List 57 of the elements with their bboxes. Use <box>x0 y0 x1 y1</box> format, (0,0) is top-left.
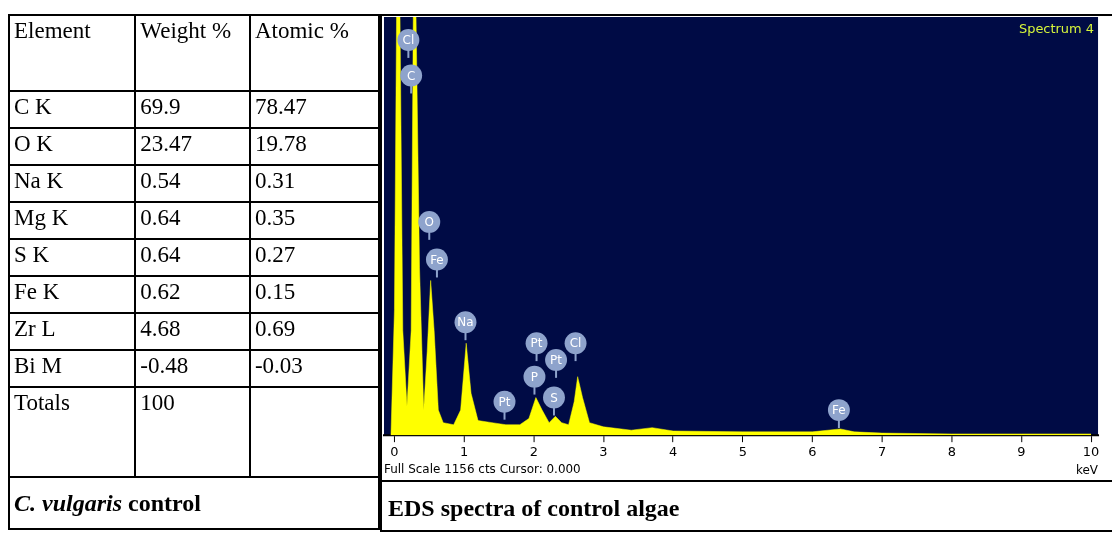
text: Element <box>9 15 136 91</box>
text: Atomic % <box>249 15 379 91</box>
text: Na K <box>9 165 136 202</box>
text: Full Scale 1156 cts Cursor: 0.000 <box>383 462 581 477</box>
annotation: Pt <box>498 394 511 409</box>
text: O K <box>9 128 136 165</box>
text: 69.9 <box>135 91 250 128</box>
annotation: C <box>406 68 416 83</box>
annotation: P <box>530 369 539 384</box>
x-tick-label: 5 <box>738 444 747 460</box>
x-axis-title: keV <box>1076 462 1099 477</box>
text: 0.15 <box>249 276 379 313</box>
text: Mg K <box>9 202 136 239</box>
text: -0.03 <box>249 350 379 387</box>
text: Zr L <box>9 313 136 350</box>
text: 0.27 <box>249 239 379 276</box>
text: 0.64 <box>135 202 250 239</box>
x-tick-label: 1 <box>459 444 469 460</box>
x-tick-label: 8 <box>947 444 956 460</box>
annotation: S <box>550 390 558 405</box>
text: 78.47 <box>249 91 379 128</box>
text: 0.69 <box>249 313 379 350</box>
text: 23.47 <box>135 128 250 165</box>
text: 0.54 <box>135 165 250 202</box>
annotation: Na <box>457 315 474 330</box>
text: C K <box>9 91 136 128</box>
x-tick-label: 6 <box>808 444 817 460</box>
annotation: Fe <box>430 252 444 267</box>
annotation: Spectrum 4 <box>1018 20 1095 36</box>
text: Fe K <box>9 276 136 313</box>
x-tick-label: 0 <box>390 444 399 460</box>
annotation: O <box>424 215 434 230</box>
text: 0.31 <box>249 165 379 202</box>
annotation: Cl <box>569 336 582 351</box>
x-tick-label: 9 <box>1017 444 1026 460</box>
text: 100 <box>135 387 250 477</box>
x-tick-label: 4 <box>668 444 678 460</box>
x-tick-label: 3 <box>599 444 608 460</box>
x-tick-label: 2 <box>529 444 538 460</box>
text: C. vulgaris control <box>14 490 201 516</box>
x-tick-label: 10 <box>1082 444 1100 460</box>
x-tick-label: 7 <box>877 444 887 460</box>
text: Bi M <box>9 350 136 387</box>
text: 4.68 <box>135 313 250 350</box>
annotation: Fe <box>832 403 846 418</box>
text: -0.48 <box>135 350 250 387</box>
text: EDS spectra of control algae <box>380 480 1112 532</box>
text: 0.64 <box>135 239 250 276</box>
text: 0.35 <box>249 202 379 239</box>
text: 19.78 <box>249 128 379 165</box>
annotation: Cl <box>402 33 415 48</box>
annotation: Pt <box>550 353 563 368</box>
annotation: Pt <box>530 336 543 351</box>
text: 0.62 <box>135 276 250 313</box>
text: Weight % <box>135 15 250 91</box>
text: S K <box>9 239 136 276</box>
text: Totals <box>9 387 136 477</box>
